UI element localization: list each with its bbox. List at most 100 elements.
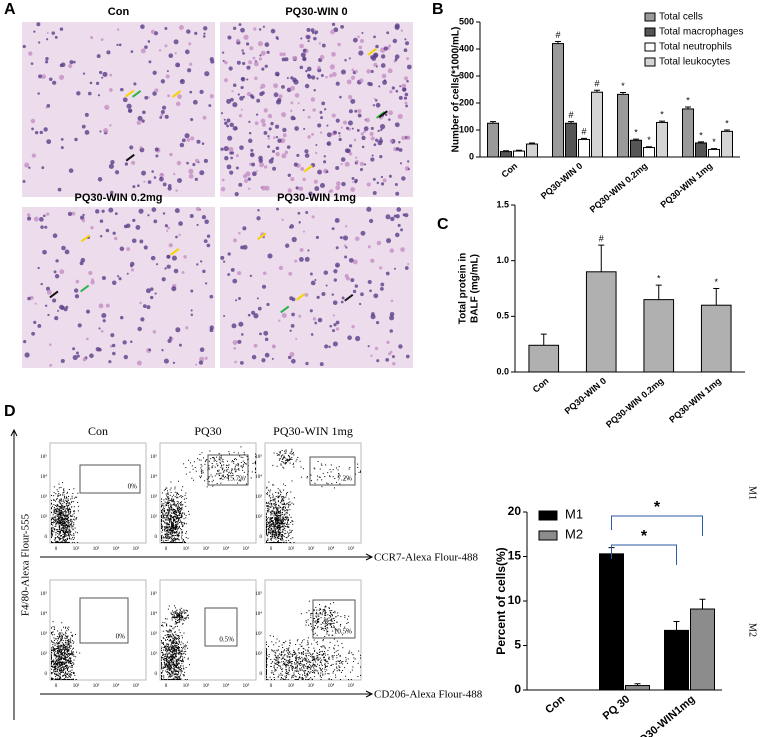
flow-event (280, 512, 281, 513)
flow-event (169, 656, 170, 657)
flow-event (67, 670, 68, 671)
cell (305, 84, 309, 88)
flow-event (246, 464, 247, 465)
flow-event (63, 659, 64, 660)
cell (407, 160, 409, 162)
cell (210, 325, 214, 329)
cell (386, 238, 391, 243)
cell (295, 338, 297, 340)
flow-tick-label: 10⁵ (40, 591, 47, 597)
flow-event (284, 504, 285, 505)
flow-event (57, 496, 58, 497)
flow-event (177, 671, 178, 672)
cell (155, 293, 157, 295)
flow-event (282, 514, 283, 515)
cell (308, 75, 312, 79)
flow-event (176, 497, 177, 498)
flow-event (64, 495, 65, 496)
flow-event (181, 656, 182, 657)
flow-event (181, 672, 182, 673)
flow-event (281, 514, 282, 515)
cell (97, 54, 101, 58)
cell (28, 167, 30, 169)
flow-event (163, 643, 164, 644)
flow-event (166, 648, 167, 649)
cell (175, 52, 177, 54)
flow-event (179, 641, 180, 642)
cell (365, 118, 370, 123)
flow-event (175, 514, 176, 515)
flow-event (54, 640, 55, 641)
flow-event (57, 511, 58, 512)
cell (131, 268, 134, 271)
flow-event (54, 522, 55, 523)
flow-event (174, 670, 175, 671)
flow-event (278, 488, 279, 489)
micrograph (220, 22, 413, 197)
flow-tick-label: 10⁴ (113, 683, 120, 689)
flow-event (169, 526, 170, 527)
flow-event (275, 504, 276, 505)
flow-event (165, 502, 166, 503)
flow-event (73, 648, 74, 649)
flow-event (281, 521, 282, 522)
flow-event (70, 642, 71, 643)
cell (202, 270, 205, 273)
flow-event (55, 493, 56, 494)
flow-event (243, 464, 244, 465)
flow-event (66, 657, 67, 658)
flow-event (58, 514, 59, 515)
cell (38, 41, 40, 43)
flow-event (180, 657, 181, 658)
flow-event (183, 661, 184, 662)
legend-label: Total cells (659, 12, 703, 23)
cell (357, 129, 360, 132)
flow-event (61, 506, 62, 507)
flow-event (293, 463, 294, 464)
flow-event (184, 674, 185, 675)
cell (386, 272, 390, 276)
cell (368, 245, 371, 248)
flow-event (162, 652, 163, 653)
flow-event (67, 679, 68, 680)
cell (359, 78, 363, 82)
flow-event (234, 459, 235, 460)
flow-event (66, 525, 67, 526)
flow-event (179, 503, 180, 504)
flow-event (272, 506, 273, 507)
cell (137, 121, 141, 125)
flow-event (162, 657, 163, 658)
flow-event (179, 526, 180, 527)
flow-event (166, 624, 167, 625)
flow-event (231, 470, 232, 471)
flow-event (236, 459, 237, 460)
flow-event (178, 639, 179, 640)
flow-event (166, 659, 167, 660)
flow-event (53, 519, 54, 520)
flow-event (201, 460, 202, 461)
cell (117, 28, 119, 30)
flow-event (65, 653, 66, 654)
flow-event (61, 510, 62, 511)
flow-event (278, 538, 279, 539)
flow-event (277, 512, 278, 513)
flow-event (67, 628, 68, 629)
flow-event (63, 523, 64, 524)
flow-event (161, 510, 162, 511)
flow-event (282, 510, 283, 511)
flow-event (266, 503, 267, 504)
cell (96, 82, 99, 85)
flow-gate-percentage: 0% (116, 633, 126, 641)
flow-event (62, 635, 63, 636)
flow-event (314, 468, 315, 469)
flow-event (287, 532, 288, 533)
flow-event (280, 527, 281, 528)
cell (47, 104, 51, 108)
flow-event (201, 471, 202, 472)
cell (278, 94, 282, 98)
cell (361, 132, 364, 135)
flow-event (61, 622, 62, 623)
flow-event (167, 533, 168, 534)
flow-event (280, 507, 281, 508)
cell (250, 153, 255, 158)
